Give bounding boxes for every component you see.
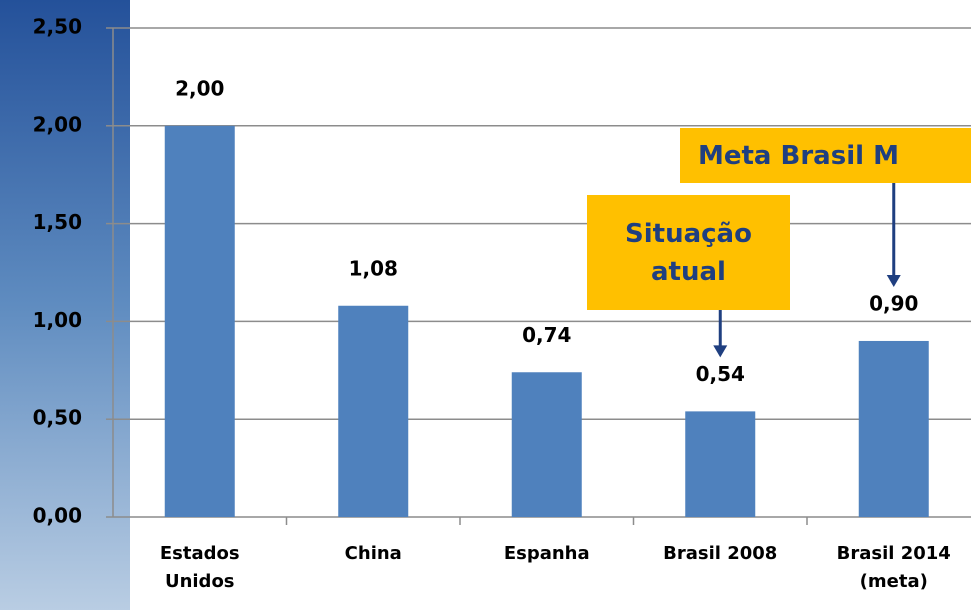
x-tick-label: Brasil 2008 <box>663 543 778 564</box>
value-label: 0,54 <box>696 362 745 386</box>
y-tick-label: 1,50 <box>33 210 82 234</box>
y-tick-label: 2,50 <box>33 15 82 39</box>
value-label: 0,90 <box>869 291 918 315</box>
bar <box>164 125 235 518</box>
annotation: Meta Brasil M <box>680 128 971 183</box>
arrow-head <box>886 274 901 287</box>
arrow-head <box>713 345 728 358</box>
bar <box>685 411 756 517</box>
bar <box>858 340 929 517</box>
x-tick-label: Estados Unidos <box>159 543 240 592</box>
annotation: Situação atual <box>587 195 790 310</box>
value-label: 0,74 <box>522 323 571 347</box>
x-tick-label: Brasil 2014 (meta) <box>836 543 951 592</box>
y-tick-label: 1,00 <box>33 308 82 332</box>
value-label: 1,08 <box>349 256 398 280</box>
bar <box>338 305 409 517</box>
value-label: 2,00 <box>175 76 224 100</box>
x-tick-label: Espanha <box>503 543 590 564</box>
y-tick-label: 0,50 <box>33 406 82 430</box>
y-tick-label: 2,00 <box>33 112 82 136</box>
bar <box>511 372 582 517</box>
y-tick-label: 0,00 <box>33 504 82 528</box>
x-tick-label: China <box>344 543 402 564</box>
side-background <box>0 0 130 610</box>
